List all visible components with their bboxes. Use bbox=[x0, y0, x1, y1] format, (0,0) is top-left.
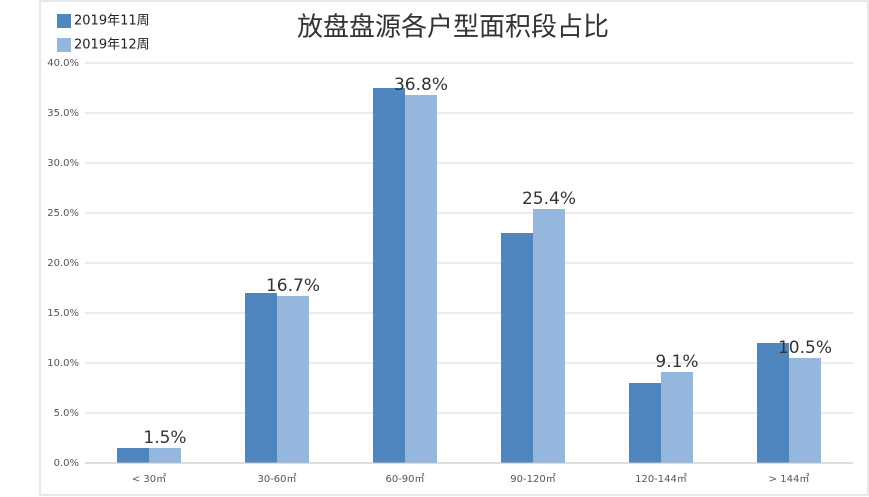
bar bbox=[789, 358, 821, 463]
value-label: 9.1% bbox=[655, 352, 698, 372]
legend-swatch bbox=[57, 14, 71, 28]
value-label: 10.5% bbox=[778, 338, 832, 358]
legend-swatch bbox=[57, 38, 71, 52]
x-tick-label: > 144㎡ bbox=[769, 473, 810, 485]
legend-label: 2019年11周 bbox=[74, 14, 150, 29]
bar bbox=[501, 233, 533, 463]
y-tick-label: 35.0% bbox=[47, 108, 79, 119]
y-tick-label: 5.0% bbox=[54, 408, 79, 419]
bar bbox=[277, 296, 309, 463]
bar bbox=[757, 343, 789, 463]
y-tick-label: 10.0% bbox=[47, 358, 79, 369]
bar bbox=[245, 293, 277, 463]
bar bbox=[533, 209, 565, 463]
bar bbox=[405, 95, 437, 463]
bar bbox=[661, 372, 693, 463]
x-tick-label: 90-120㎡ bbox=[510, 473, 555, 485]
x-tick-label: < 30㎡ bbox=[132, 473, 166, 485]
legend-label: 2019年12周 bbox=[74, 38, 150, 53]
x-tick-label: 30-60㎡ bbox=[257, 473, 296, 485]
chart-frame bbox=[39, 0, 869, 496]
x-tick-label: 60-90㎡ bbox=[385, 473, 424, 485]
y-tick-label: 15.0% bbox=[47, 308, 79, 319]
y-tick-label: 30.0% bbox=[47, 158, 79, 169]
value-label: 25.4% bbox=[522, 189, 576, 209]
y-tick-label: 0.0% bbox=[54, 458, 79, 469]
chart-title: 放盘盘源各户型面积段占比 bbox=[297, 13, 609, 43]
y-tick-label: 40.0% bbox=[47, 58, 79, 69]
bar bbox=[373, 88, 405, 463]
bar bbox=[149, 448, 181, 463]
bar bbox=[117, 448, 149, 463]
value-label: 36.8% bbox=[394, 75, 448, 95]
y-tick-label: 25.0% bbox=[47, 208, 79, 219]
value-label: 1.5% bbox=[143, 428, 186, 448]
x-tick-label: 120-144㎡ bbox=[635, 473, 687, 485]
y-tick-label: 20.0% bbox=[47, 258, 79, 269]
value-label: 16.7% bbox=[266, 276, 320, 296]
bar bbox=[629, 383, 661, 463]
